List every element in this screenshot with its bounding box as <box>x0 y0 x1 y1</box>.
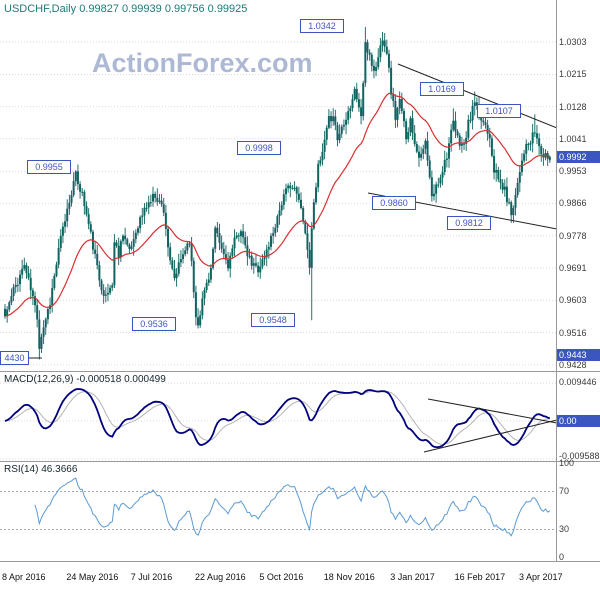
rsi-value: 46.3666 <box>41 464 78 475</box>
price-level-annotation: 0.9955 <box>27 160 71 174</box>
price-axis-label: 1.0303 <box>559 37 587 47</box>
price-axis-label: 0.9516 <box>559 327 587 338</box>
price-axis-label: 1.0215 <box>559 69 587 80</box>
price-axis-label: 1.0128 <box>559 101 587 112</box>
price-level-annotation: 0.9998 <box>237 141 281 155</box>
rsi-axis-label: 70 <box>559 486 570 496</box>
price-level-annotation: 0.9536 <box>132 317 176 331</box>
price-axis-label: 0.9428 <box>559 360 587 370</box>
price-level-annotation: 1.0107 <box>477 104 521 118</box>
rsi-name: RSI(14) <box>4 464 39 475</box>
date-axis-label: 24 May 2016 <box>66 572 119 582</box>
price-axis-label: 1.0041 <box>559 133 587 144</box>
macd-values: -0.000518 0.000499 <box>76 374 166 385</box>
price-axis-label: 0.9691 <box>559 262 587 273</box>
price-level-annotation: 4430 <box>0 351 29 365</box>
macd-indicator-label: MACD(12,26,9) -0.000518 0.000499 <box>4 374 166 385</box>
price-axis-label: 0.9866 <box>559 198 587 209</box>
ohlc-values: 0.99827 0.99939 0.99756 0.99925 <box>79 3 248 15</box>
date-axis-label: 5 Oct 2016 <box>259 572 304 582</box>
rsi-indicator-label: RSI(14) 46.3666 <box>4 464 77 475</box>
date-axis-label: 22 Aug 2016 <box>195 572 246 582</box>
symbol-period-label: USDCHF,Daily <box>4 3 77 15</box>
macd-zero-badge: 0.00 <box>557 415 600 427</box>
price-axis-current-badge: 0.9443 <box>557 349 600 361</box>
price-axis-label: 0.9778 <box>559 230 587 241</box>
date-axis-label: 3 Apr 2017 <box>518 572 563 582</box>
rsi-axis-label: 0 <box>559 552 565 562</box>
date-axis-label: 3 Jan 2017 <box>390 572 435 582</box>
chart-title: USDCHF,Daily 0.99827 0.99939 0.99756 0.9… <box>4 3 247 15</box>
price-axis-label: 0.9603 <box>559 295 587 306</box>
rsi-axis-label: 100 <box>559 458 575 468</box>
price-axis-label: 0.9953 <box>559 166 587 177</box>
date-axis-label: 8 Apr 2016 <box>2 572 46 582</box>
date-axis-label: 18 Nov 2016 <box>323 572 375 582</box>
price-level-annotation: 0.9548 <box>251 313 295 327</box>
price-axis-current-badge: 0.9992 <box>557 151 600 163</box>
price-level-annotation: 0.9860 <box>372 196 416 210</box>
watermark-text: ActionForex.com <box>92 48 313 78</box>
date-axis-label: 16 Feb 2017 <box>454 572 506 582</box>
date-axis-label: 7 Jul 2016 <box>130 572 173 582</box>
price-level-annotation: 1.0169 <box>420 82 464 96</box>
macd-axis-label: -0.009588 <box>559 451 600 461</box>
price-level-annotation: 1.0342 <box>300 19 344 33</box>
rsi-axis-label: 30 <box>559 524 570 534</box>
macd-name: MACD(12,26,9) <box>4 374 74 385</box>
macd-axis-label: 0.009446 <box>559 377 597 387</box>
price-level-annotation: 0.9812 <box>447 216 491 230</box>
